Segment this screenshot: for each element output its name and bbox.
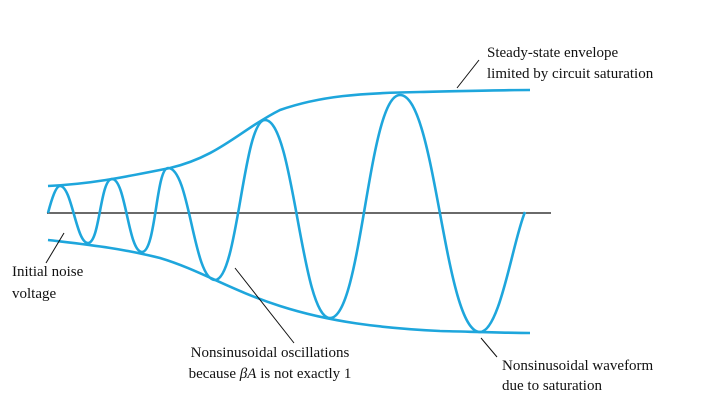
annotation-text: because βA is not exactly 1 bbox=[189, 366, 352, 382]
annotation-text: Nonsinusoidal oscillations bbox=[191, 345, 350, 361]
pointer-line bbox=[456, 59, 480, 89]
text-part: is not exactly 1 bbox=[256, 366, 351, 382]
symbol: βA bbox=[239, 366, 257, 382]
upper-envelope bbox=[47, 88, 531, 188]
annotation-text: Steady-state envelope bbox=[487, 45, 619, 61]
pointer-line bbox=[234, 267, 295, 344]
annotation-text: voltage bbox=[12, 286, 56, 302]
annotation-text: due to saturation bbox=[502, 378, 602, 394]
pointer-line bbox=[480, 337, 498, 358]
lower-envelope bbox=[47, 238, 531, 335]
waveform bbox=[46, 93, 527, 334]
pointer-line bbox=[45, 232, 65, 264]
annotation-text: limited by circuit saturation bbox=[487, 66, 654, 82]
annotation-text: Nonsinusoidal waveform bbox=[502, 358, 654, 374]
text-part: because bbox=[189, 366, 240, 382]
annotation-text: Initial noise bbox=[12, 264, 84, 280]
